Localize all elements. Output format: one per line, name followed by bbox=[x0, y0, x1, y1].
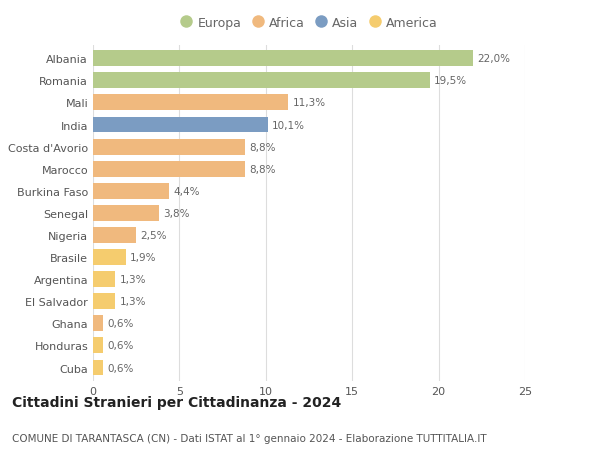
Bar bbox=[93, 95, 288, 111]
Bar bbox=[93, 250, 126, 265]
Text: 2,5%: 2,5% bbox=[140, 230, 167, 241]
Bar bbox=[93, 162, 245, 177]
Text: 8,8%: 8,8% bbox=[250, 142, 276, 152]
Bar bbox=[93, 228, 136, 243]
Text: Cittadini Stranieri per Cittadinanza - 2024: Cittadini Stranieri per Cittadinanza - 2… bbox=[12, 395, 341, 409]
Text: 1,3%: 1,3% bbox=[120, 274, 146, 285]
Text: 0,6%: 0,6% bbox=[107, 363, 134, 373]
Text: 3,8%: 3,8% bbox=[163, 208, 190, 218]
Text: 1,3%: 1,3% bbox=[120, 297, 146, 307]
Bar bbox=[93, 184, 169, 199]
Text: 22,0%: 22,0% bbox=[478, 54, 511, 64]
Text: 0,6%: 0,6% bbox=[107, 341, 134, 351]
Bar bbox=[93, 206, 158, 221]
Text: COMUNE DI TARANTASCA (CN) - Dati ISTAT al 1° gennaio 2024 - Elaborazione TUTTITA: COMUNE DI TARANTASCA (CN) - Dati ISTAT a… bbox=[12, 433, 487, 442]
Bar bbox=[93, 338, 103, 353]
Bar bbox=[93, 51, 473, 67]
Bar bbox=[93, 316, 103, 331]
Bar bbox=[93, 118, 268, 133]
Text: 19,5%: 19,5% bbox=[434, 76, 467, 86]
Bar bbox=[93, 73, 430, 89]
Text: 10,1%: 10,1% bbox=[272, 120, 305, 130]
Bar bbox=[93, 294, 115, 309]
Bar bbox=[93, 360, 103, 375]
Bar bbox=[93, 272, 115, 287]
Text: 8,8%: 8,8% bbox=[250, 164, 276, 174]
Text: 1,9%: 1,9% bbox=[130, 252, 157, 263]
Bar bbox=[93, 140, 245, 155]
Text: 0,6%: 0,6% bbox=[107, 319, 134, 329]
Text: 4,4%: 4,4% bbox=[173, 186, 200, 196]
Legend: Europa, Africa, Asia, America: Europa, Africa, Asia, America bbox=[175, 12, 443, 35]
Text: 11,3%: 11,3% bbox=[293, 98, 326, 108]
